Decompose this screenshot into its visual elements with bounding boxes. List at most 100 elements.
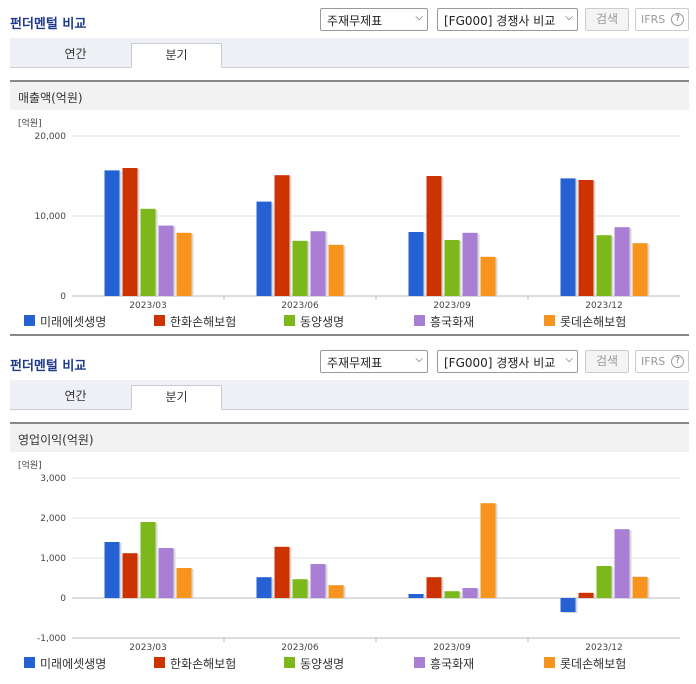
- legend-label: 흥국화재: [430, 315, 475, 329]
- legend-label: 한화손해보험: [170, 657, 237, 671]
- chart-subtitle: 영업이익(억원): [10, 422, 689, 452]
- tab-quarterly[interactable]: 분기: [131, 43, 222, 68]
- legend-swatch: [544, 315, 555, 326]
- bar[interactable]: [614, 227, 630, 296]
- legend-label: 동양생명: [300, 657, 345, 671]
- legend-label: 롯데손해보험: [560, 315, 627, 329]
- bar[interactable]: [310, 564, 326, 598]
- bar[interactable]: [292, 579, 308, 598]
- period-tabs: 연간 분기: [10, 38, 689, 68]
- search-button[interactable]: 검색: [585, 350, 629, 373]
- bar[interactable]: [328, 585, 344, 598]
- y-tick-label: 1,000: [40, 554, 66, 564]
- bar[interactable]: [596, 566, 612, 598]
- x-tick-label: 2023/12: [585, 643, 622, 652]
- bar[interactable]: [614, 529, 630, 598]
- chart-subtitle: 매출액(억원): [10, 80, 689, 110]
- legend-label: 동양생명: [300, 315, 345, 329]
- peer-select-value: [FG000] 경쟁사 비교: [444, 14, 556, 28]
- bar[interactable]: [122, 553, 138, 598]
- bar[interactable]: [426, 176, 442, 296]
- revenue-chart: [억원] 0 10,000 20,000 2023/03 2023/06 2023/09 20…: [10, 112, 689, 308]
- bar[interactable]: [122, 168, 138, 296]
- bar[interactable]: [578, 180, 594, 296]
- bar[interactable]: [444, 591, 460, 598]
- chevron-down-icon: ⌵: [565, 12, 573, 23]
- bar[interactable]: [596, 235, 612, 296]
- legend-label: 미래에셋생명: [40, 315, 107, 329]
- bar[interactable]: [408, 594, 424, 598]
- help-icon[interactable]: ?: [671, 355, 684, 368]
- chevron-down-icon: ⌵: [415, 12, 423, 23]
- bar[interactable]: [104, 542, 120, 598]
- bar[interactable]: [632, 243, 648, 296]
- bar[interactable]: [292, 240, 308, 296]
- bar[interactable]: [328, 244, 344, 296]
- y-tick-label: 10,000: [35, 212, 67, 222]
- bar[interactable]: [462, 232, 478, 296]
- bar[interactable]: [104, 170, 120, 296]
- bar[interactable]: [632, 576, 648, 598]
- bar[interactable]: [176, 568, 192, 598]
- legend-swatch: [414, 657, 425, 668]
- x-tick-label: 2023/03: [129, 643, 166, 652]
- bar[interactable]: [256, 577, 272, 598]
- bar[interactable]: [310, 231, 326, 296]
- x-tick-label: 2023/06: [281, 643, 319, 652]
- legend-label: 흥국화재: [430, 657, 475, 671]
- statement-select[interactable]: 주재무제표 ⌵: [320, 8, 428, 31]
- fundamental-section-revenue: 펀더멘털 비교 주재무제표 ⌵ [FG000] 경쟁사 비교 ⌵ 검색 IFRS…: [0, 0, 696, 340]
- legend-swatch: [154, 657, 165, 668]
- legend-swatch: [24, 657, 35, 668]
- search-button[interactable]: 검색: [585, 8, 629, 31]
- legend-label: 미래에셋생명: [40, 657, 107, 671]
- statement-select[interactable]: 주재무제표 ⌵: [320, 350, 428, 373]
- legend-swatch: [24, 315, 35, 326]
- peer-select[interactable]: [FG000] 경쟁사 비교 ⌵: [437, 350, 578, 373]
- ifrs-button[interactable]: IFRS ?: [635, 8, 689, 31]
- bar[interactable]: [426, 577, 442, 598]
- y-tick-label: -1,000: [37, 634, 66, 644]
- bar[interactable]: [462, 588, 478, 598]
- x-tick-label: 2023/09: [433, 301, 471, 308]
- y-tick-label: 2,000: [40, 514, 66, 524]
- legend-swatch: [284, 657, 295, 668]
- section-title: 펀더멘털 비교: [10, 17, 87, 32]
- x-tick-label: 2023/09: [433, 643, 471, 652]
- section-header: 펀더멘털 비교 주재무제표 ⌵ [FG000] 경쟁사 비교 ⌵ 검색 IFRS…: [0, 342, 696, 380]
- y-tick-label: 0: [60, 594, 66, 604]
- x-tick-label: 2023/12: [585, 301, 622, 308]
- ifrs-button[interactable]: IFRS ?: [635, 350, 689, 373]
- bar[interactable]: [560, 178, 576, 296]
- chart-legend: 미래에셋생명 한화손해보험 동양생명 흥국화재 롯데손해보험: [24, 654, 684, 672]
- bar[interactable]: [480, 256, 496, 296]
- bar[interactable]: [408, 232, 424, 296]
- tab-annual[interactable]: 연간: [64, 47, 87, 61]
- bar[interactable]: [560, 598, 576, 612]
- tab-annual[interactable]: 연간: [64, 389, 87, 403]
- statement-select-value: 주재무제표: [327, 356, 383, 370]
- peer-select-value: [FG000] 경쟁사 비교: [444, 356, 556, 370]
- bar[interactable]: [140, 522, 156, 598]
- bar[interactable]: [480, 503, 496, 598]
- bar[interactable]: [158, 225, 174, 296]
- bar[interactable]: [578, 592, 594, 598]
- bar[interactable]: [158, 548, 174, 598]
- legend-swatch: [544, 657, 555, 668]
- legend-label: 한화손해보험: [170, 315, 237, 329]
- bar[interactable]: [444, 240, 460, 296]
- peer-select[interactable]: [FG000] 경쟁사 비교 ⌵: [437, 8, 578, 31]
- legend-swatch: [284, 315, 295, 326]
- bar[interactable]: [274, 546, 290, 598]
- y-tick-label: 3,000: [40, 474, 66, 484]
- y-tick-label: 20,000: [35, 132, 67, 142]
- help-icon[interactable]: ?: [671, 13, 684, 26]
- tab-quarterly[interactable]: 분기: [131, 385, 222, 410]
- bar[interactable]: [176, 232, 192, 296]
- period-tabs: 연간 분기: [10, 380, 689, 410]
- x-tick-label: 2023/03: [129, 301, 166, 308]
- bar[interactable]: [274, 175, 290, 296]
- bar[interactable]: [140, 208, 156, 296]
- bar[interactable]: [256, 201, 272, 296]
- ifrs-label: IFRS: [641, 13, 666, 26]
